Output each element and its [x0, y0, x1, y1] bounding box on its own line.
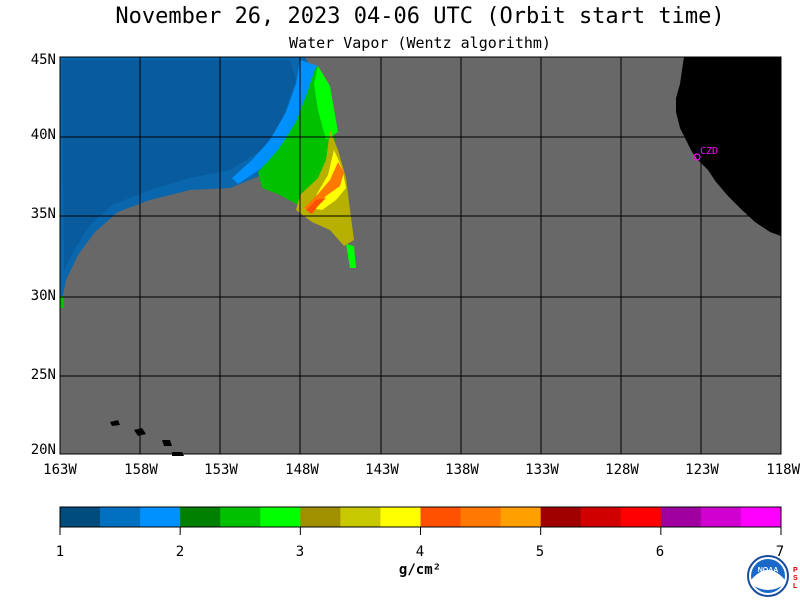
colorbar-tick-6: 6 [655, 544, 665, 560]
water-vapor-orange-band [304, 162, 344, 212]
svg-text:P: P [793, 567, 798, 574]
water-vapor-lowest-region [62, 60, 296, 270]
colorbar-swatch [740, 507, 782, 527]
map-frame [59, 56, 782, 455]
lon-label-133w: 133W [525, 462, 559, 478]
lon-label-163w: 163W [43, 462, 77, 478]
lat-label-45n: 45N [30, 52, 56, 68]
water-vapor-blue-band [232, 60, 318, 184]
station-marker [693, 153, 701, 161]
colorbar-swatch [260, 507, 301, 527]
colorbar-units: g/cm² [398, 562, 442, 578]
land-california [676, 57, 781, 236]
lat-label-20n: 20N [30, 442, 56, 458]
svg-text:L: L [793, 583, 798, 590]
colorbar-swatch [500, 507, 542, 527]
lon-label-158w: 158W [124, 462, 158, 478]
colorbar-swatch [420, 507, 462, 527]
psl-logo: P S L [793, 567, 798, 590]
noaa-logo-text: NOAA [758, 567, 779, 574]
lat-label-30n: 30N [30, 288, 56, 304]
colorbar-tick-2: 2 [175, 544, 185, 560]
station-label: CZD [700, 146, 719, 157]
colorbar-swatch [540, 507, 582, 527]
colorbar-swatch [300, 507, 341, 527]
hawaii-island-kauai [110, 420, 120, 426]
colorbar-swatch [60, 507, 101, 527]
water-vapor-green-band [258, 66, 336, 205]
lon-label-128w: 128W [605, 462, 639, 478]
lon-label-118w: 118W [766, 462, 800, 478]
colorbar-swatch [660, 507, 702, 527]
colorbar-swatch [140, 507, 181, 527]
lon-label-143w: 143W [365, 462, 399, 478]
colorbar-swatch [100, 507, 141, 527]
colorbar-swatch [460, 507, 502, 527]
colorbar-swatch [700, 507, 742, 527]
colorbar-tick-1: 1 [55, 544, 65, 560]
colorbar-tick-7: 7 [775, 544, 785, 560]
noaa-logo: NOAA [747, 555, 789, 597]
lat-label-25n: 25N [30, 367, 56, 383]
colorbar-tick-4: 4 [415, 544, 425, 560]
colorbar-tick-5: 5 [535, 544, 545, 560]
page-subtitle: Water Vapor (Wentz algorithm) [289, 34, 551, 52]
page-title: November 26, 2023 04-06 UTC (Orbit start… [115, 4, 725, 29]
lon-label-138w: 138W [445, 462, 479, 478]
svg-text:S: S [793, 575, 798, 582]
hawaii-island-maui [162, 440, 172, 446]
colorbar-swatch [580, 507, 622, 527]
water-vapor-tip [346, 244, 356, 268]
colorbar [59, 506, 782, 535]
colorbar-swatch [180, 507, 221, 527]
lon-label-153w: 153W [204, 462, 238, 478]
lat-label-35n: 35N [30, 206, 56, 222]
colorbar-swatch [340, 507, 381, 527]
lat-label-40n: 40N [30, 127, 56, 143]
lon-label-123w: 123W [685, 462, 719, 478]
colorbar-tick-3: 3 [295, 544, 305, 560]
lon-label-148w: 148W [285, 462, 319, 478]
water-vapor-edge-sliver [60, 296, 64, 308]
water-vapor-red-orange-band [306, 198, 326, 214]
colorbar-swatch [620, 507, 662, 527]
colorbar-swatch [380, 507, 421, 527]
colorbar-swatch [220, 507, 261, 527]
water-vapor-bright-green-band [314, 66, 338, 140]
